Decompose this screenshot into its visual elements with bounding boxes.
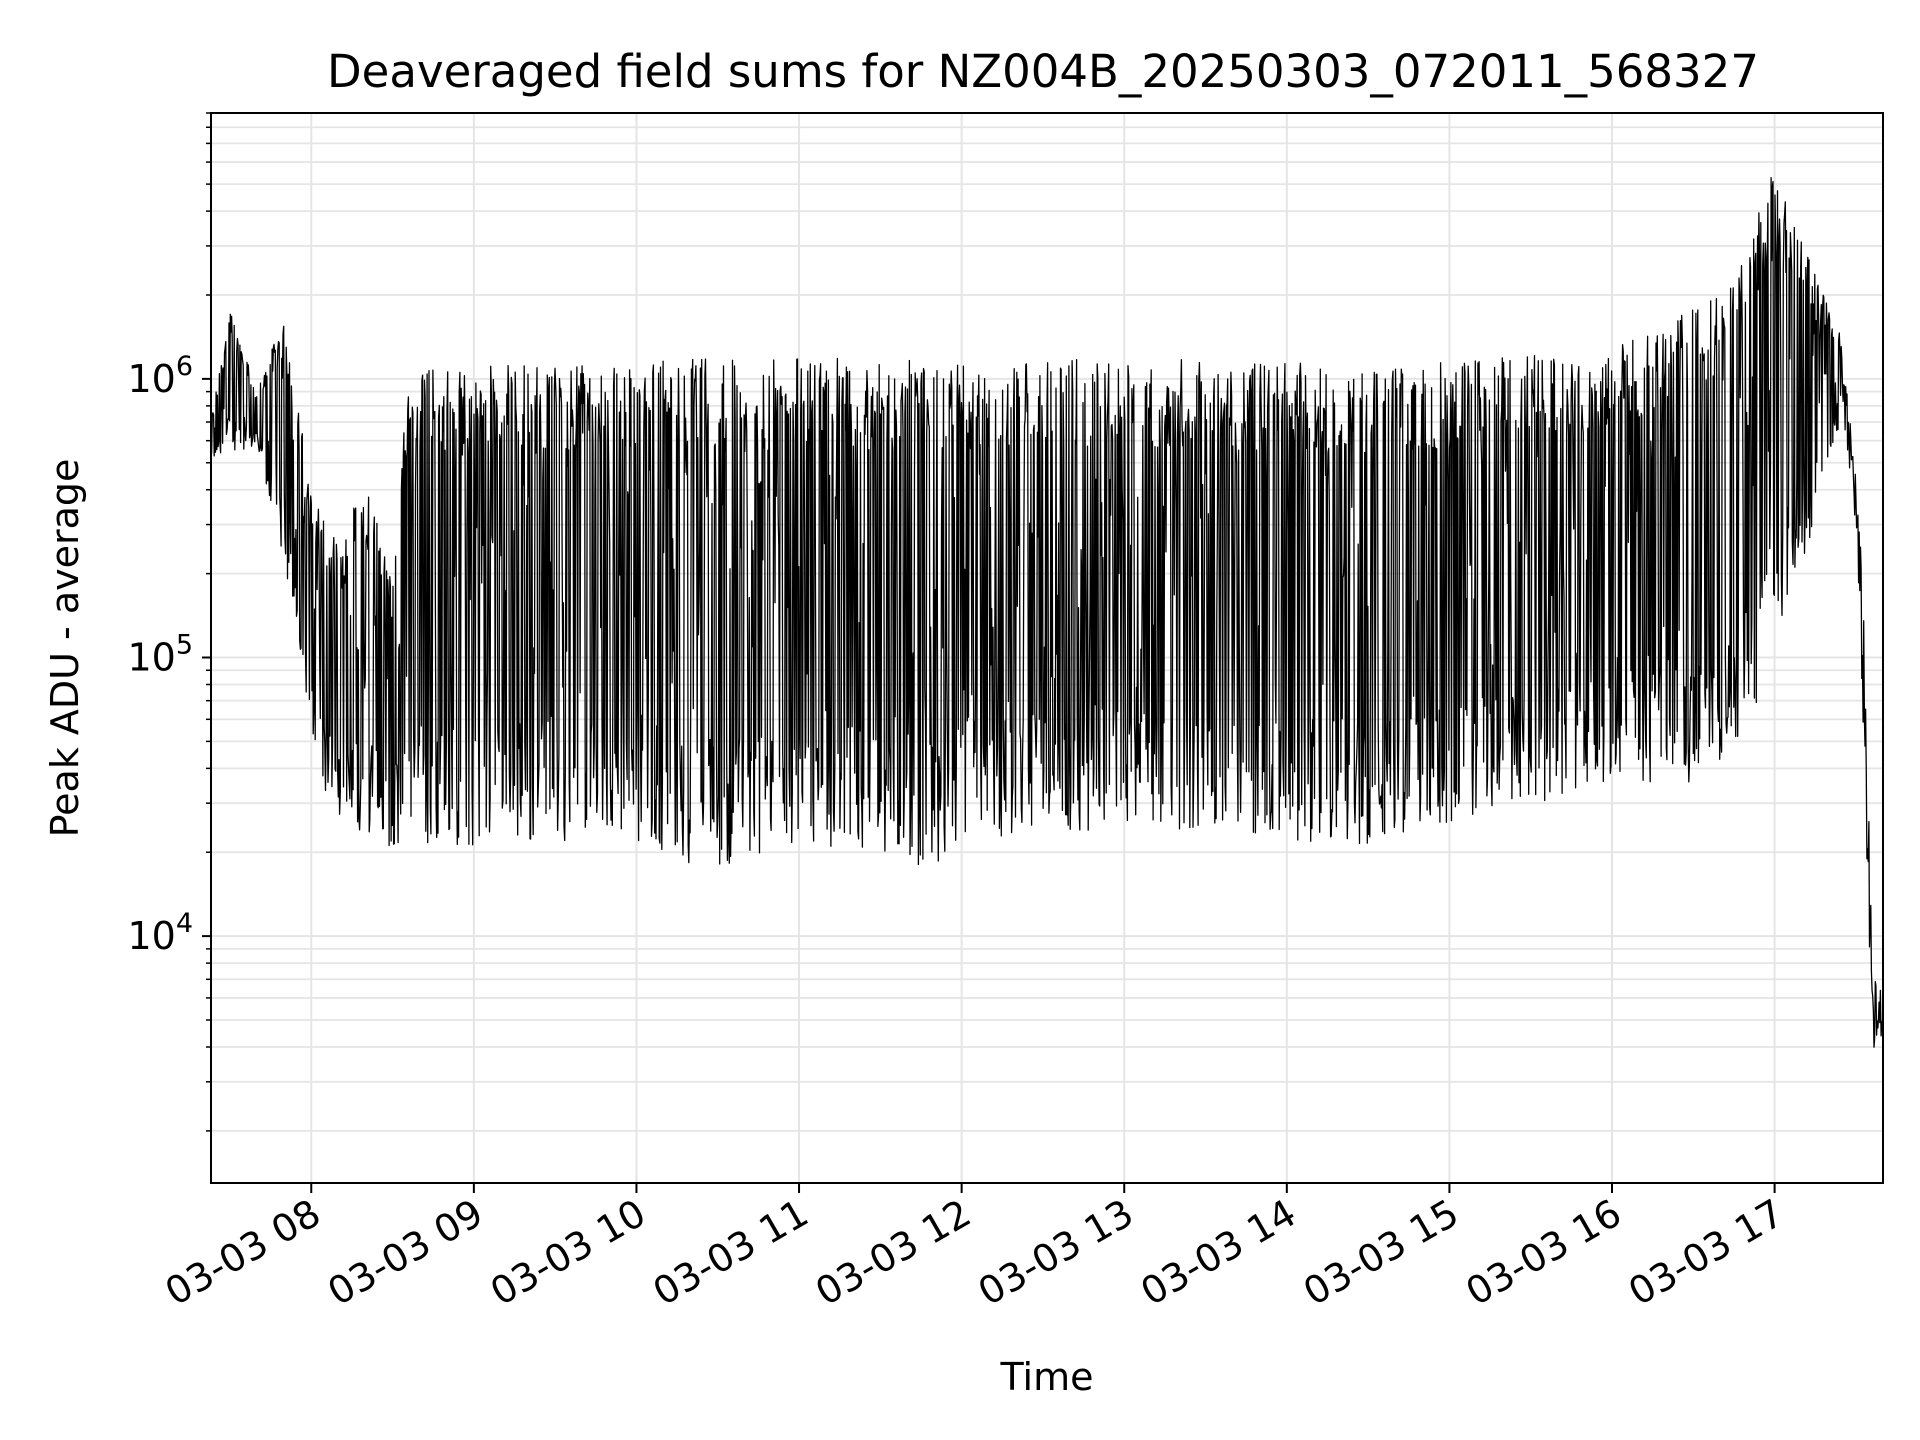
y-tick-exponent: 5 xyxy=(176,629,193,660)
plot-frame xyxy=(210,112,1884,1184)
x-tick-label: 03-03 11 xyxy=(646,1191,816,1315)
data-line xyxy=(210,177,1884,1048)
x-axis-label: Time xyxy=(1000,1355,1094,1399)
y-tick-base: 10 xyxy=(127,357,175,401)
x-tick-label: 03-03 09 xyxy=(320,1191,490,1315)
y-tick-base: 10 xyxy=(127,635,175,679)
x-tick-label: 03-03 16 xyxy=(1459,1191,1629,1315)
x-tick-label: 03-03 17 xyxy=(1621,1191,1791,1315)
x-tick-label: 03-03 08 xyxy=(158,1191,328,1315)
y-tick-label: 105 xyxy=(127,629,193,679)
y-tick-base: 10 xyxy=(127,914,175,958)
y-tick-label: 104 xyxy=(127,908,193,958)
y-tick-label: 106 xyxy=(127,351,193,401)
y-axis-label: Peak ADU - average xyxy=(43,459,87,838)
x-tick-label: 03-03 13 xyxy=(971,1191,1141,1315)
y-tick-exponent: 4 xyxy=(176,908,193,939)
series-line xyxy=(210,177,1884,1048)
x-tick-label: 03-03 10 xyxy=(483,1191,653,1315)
x-tick-label: 03-03 12 xyxy=(808,1191,978,1315)
chart-title: Deaveraged field sums for NZ004B_2025030… xyxy=(327,45,1759,98)
x-tick-label: 03-03 14 xyxy=(1133,1191,1303,1315)
x-tick-label: 03-03 15 xyxy=(1296,1191,1466,1315)
y-tick-exponent: 6 xyxy=(176,351,193,382)
